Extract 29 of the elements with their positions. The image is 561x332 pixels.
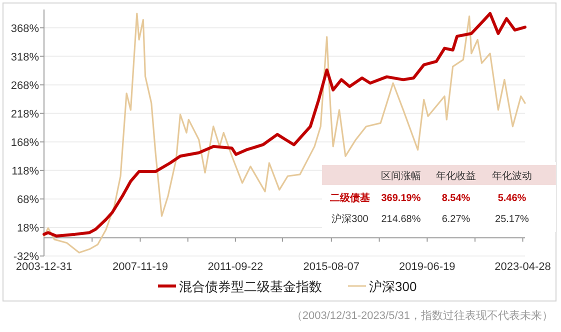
annotation: 年化收益 — [436, 170, 476, 182]
x-tick-label: 2011-09-22 — [208, 261, 264, 273]
y-tick-label: 168% — [10, 136, 40, 149]
x-tick-label: 2019-06-19 — [399, 261, 456, 273]
y-tick-label: 118% — [12, 165, 40, 178]
y-tick-label: 268% — [10, 80, 40, 92]
annotation: 369.19% — [381, 193, 421, 204]
annotation: 5.46% — [498, 193, 526, 204]
x-tick-label: 2007-11-19 — [112, 261, 168, 273]
annotation: 年化波动 — [492, 170, 532, 182]
annotation: 6.27% — [442, 214, 470, 225]
y-tick-label: -32% — [13, 251, 40, 263]
y-tick-label: 318% — [10, 51, 40, 64]
y-tick-label: 68% — [16, 194, 40, 206]
legend-label: 混合债券型二级基金指数 — [179, 279, 322, 294]
x-tick-label: 2003-12-31 — [16, 261, 72, 273]
annotation: 214.68% — [381, 214, 421, 225]
annotation: 区间涨幅 — [381, 170, 421, 182]
y-tick-label: 368% — [10, 22, 40, 35]
y-tick-label: 18% — [16, 222, 40, 234]
x-tick-label: 2023-04-28 — [494, 261, 551, 273]
y-tick-label: 218% — [10, 108, 40, 120]
annotation: 二级债基 — [330, 192, 370, 204]
annotation: 8.54% — [442, 193, 470, 204]
annotation: 25.17% — [495, 214, 530, 225]
legend-label: 沪深300 — [369, 279, 417, 294]
annotation: 沪深300 — [332, 213, 369, 225]
text: （2003/12/31-2023/5/31，指数过往表现不代表未来） — [291, 309, 553, 322]
x-tick-label: 2015-08-07 — [303, 261, 360, 273]
